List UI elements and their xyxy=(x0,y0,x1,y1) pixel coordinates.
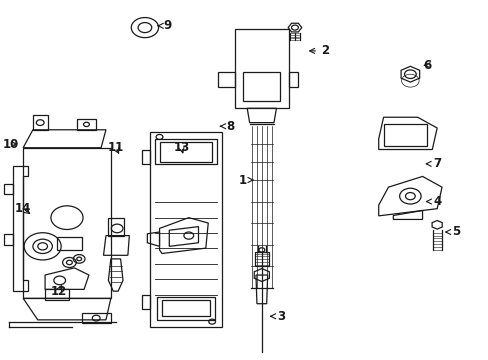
Text: 14: 14 xyxy=(15,202,31,215)
Text: 3: 3 xyxy=(270,310,285,323)
Text: 4: 4 xyxy=(426,195,440,208)
Text: 12: 12 xyxy=(50,285,67,298)
Text: 5: 5 xyxy=(445,225,460,238)
Text: 1: 1 xyxy=(238,174,252,186)
Text: 11: 11 xyxy=(107,141,123,154)
Text: 9: 9 xyxy=(158,19,172,32)
Text: 7: 7 xyxy=(426,157,440,170)
Text: 8: 8 xyxy=(220,120,234,133)
Text: 6: 6 xyxy=(423,59,431,72)
Text: 10: 10 xyxy=(3,138,19,150)
Text: 2: 2 xyxy=(309,44,328,57)
Text: 13: 13 xyxy=(173,141,189,154)
